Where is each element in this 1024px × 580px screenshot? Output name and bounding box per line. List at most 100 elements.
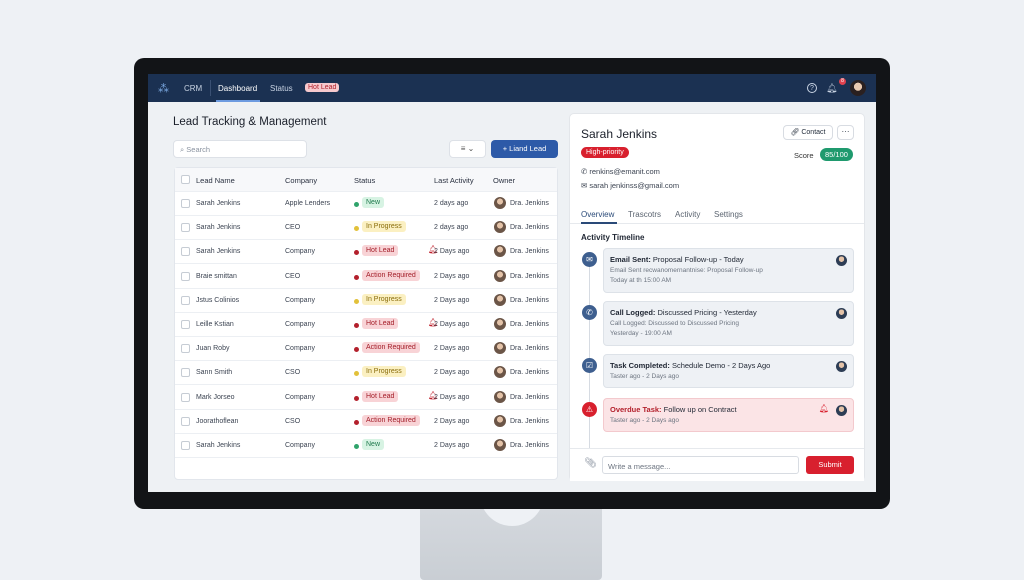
- owner: Dra. Jenkins: [510, 248, 549, 256]
- status-dot: [354, 371, 359, 377]
- row-checkbox[interactable]: [181, 320, 190, 329]
- status-badge: In Progress: [362, 293, 406, 305]
- status-dot: [354, 347, 359, 353]
- table-row[interactable]: Mark Jorseo Company Hot Lead 🔔︎ 2 Days a…: [175, 386, 557, 410]
- hot-lead-badge[interactable]: Hot Lead: [305, 83, 340, 92]
- bell-icon[interactable]: 🔔︎: [826, 83, 838, 93]
- table-row[interactable]: Braie smittan CEO Action Required 2 Days…: [175, 265, 557, 289]
- lead-name[interactable]: Jstus Colinios: [196, 296, 240, 304]
- nav-dashboard[interactable]: Dashboard: [218, 84, 258, 93]
- col-company[interactable]: Company: [285, 176, 318, 185]
- add-lead-button[interactable]: + Liand Lead: [491, 140, 558, 158]
- filter-button[interactable]: ≡ ⌄: [449, 140, 486, 158]
- lead-name[interactable]: Leille Kstian: [196, 321, 234, 328]
- phone-icon: ✆: [582, 305, 597, 320]
- lead-name[interactable]: Sarah Jenkins: [196, 200, 241, 207]
- owner: Dra. Jenkins: [510, 442, 549, 449]
- more-button[interactable]: ···: [837, 125, 854, 140]
- row-checkbox[interactable]: [181, 441, 190, 450]
- attach-icon[interactable]: 📎︎: [584, 458, 597, 469]
- owner-avatar: [494, 390, 506, 403]
- status-dot: [354, 202, 359, 207]
- row-checkbox[interactable]: [181, 199, 190, 208]
- tab-overview[interactable]: Overview: [581, 210, 615, 219]
- timeline-item[interactable]: Call Logged: Discussed Pricing - Yesterd…: [603, 301, 854, 346]
- timeline-item[interactable]: Task Completed: Schedule Demo - 2 Days A…: [603, 354, 854, 388]
- owner-avatar: [494, 318, 506, 330]
- col-owner[interactable]: Owner: [493, 176, 516, 185]
- table-row[interactable]: Sarah Jenkins Company New 2 Days ago Dra…: [175, 434, 557, 458]
- col-status[interactable]: Status: [354, 176, 376, 185]
- table-row[interactable]: Sann Smith CSO In Progress 2 Days ago Dr…: [175, 361, 557, 386]
- status-badge: Action Required: [362, 414, 420, 426]
- submit-button[interactable]: Submit: [806, 456, 854, 474]
- table-header: Lead Name Company Status Last Activity O…: [175, 168, 557, 192]
- company: Company: [285, 393, 315, 401]
- owner: Dra. Jenkins: [510, 200, 549, 207]
- table-row[interactable]: Sarah Jenkins CEO In Progress 2 days ago…: [175, 216, 557, 241]
- col-lead-name[interactable]: Lead Name: [196, 176, 235, 185]
- lead-name[interactable]: Sarah Jenkins: [196, 248, 241, 256]
- nav-status[interactable]: Status: [270, 84, 293, 93]
- timeline-item[interactable]: Overdue Task: Follow up on Contract Tast…: [603, 398, 854, 432]
- row-checkbox[interactable]: [181, 271, 190, 281]
- lead-name[interactable]: Juan Roby: [196, 345, 230, 353]
- owner: Dra. Jenkins: [510, 393, 549, 401]
- row-checkbox[interactable]: [181, 368, 190, 378]
- contact-button[interactable]: 🔗︎ Contact: [783, 125, 833, 140]
- table-row[interactable]: Leille Kstian Company Hot Lead 🔔︎ 2 Days…: [175, 313, 557, 337]
- table-row[interactable]: Jstus Colinios Company In Progress 2 Day…: [175, 289, 557, 313]
- row-checkbox[interactable]: [181, 223, 190, 233]
- row-checkbox[interactable]: [181, 295, 190, 305]
- search-input[interactable]: ⌕ Search: [173, 140, 307, 158]
- lead-name[interactable]: Sarah Jenkins: [196, 442, 241, 449]
- row-checkbox[interactable]: [181, 247, 190, 257]
- row-checkbox[interactable]: [181, 392, 190, 402]
- phone-value[interactable]: renkins@emanit.com: [589, 167, 660, 176]
- col-last-activity[interactable]: Last Activity: [434, 176, 474, 185]
- lead-name[interactable]: Braie smittan: [196, 272, 237, 280]
- last-activity: 2 Days ago: [434, 272, 470, 280]
- score-label: Score: [794, 151, 814, 160]
- row-checkbox[interactable]: [181, 416, 190, 426]
- timeline-item-detail: Call Logged: Discussed to Discussed Pric…: [610, 320, 739, 327]
- lead-name[interactable]: Sarah Jenkins: [196, 224, 241, 232]
- last-activity: 2 Days ago: [434, 393, 470, 401]
- table-row[interactable]: Sarah Jenkins Company Hot Lead 🔔︎ 2 Days…: [175, 240, 557, 265]
- timeline-item[interactable]: Email Sent: Proposal Follow-up - Today E…: [603, 248, 854, 293]
- lead-detail-panel: Sarah Jenkins 🔗︎ Contact ··· High-priori…: [569, 113, 865, 481]
- lead-name[interactable]: Joorathoflean: [196, 417, 239, 425]
- lead-name[interactable]: Mark Jorseo: [196, 393, 235, 401]
- owner: Dra. Jenkins: [510, 345, 549, 353]
- row-checkbox[interactable]: [181, 344, 190, 354]
- page-title: Lead Tracking & Management: [173, 116, 327, 128]
- tab-indicator: [581, 222, 617, 224]
- timeline-item-time: Taster ago - 2 Days ago: [610, 373, 680, 380]
- company: CEO: [285, 272, 301, 280]
- company: Company: [285, 321, 315, 328]
- email-icon: ✉: [582, 252, 597, 267]
- status-badge: In Progress: [362, 221, 406, 233]
- nav-crm[interactable]: CRM: [184, 84, 203, 93]
- timeline-item-detail: Email Sent recwanomernantnise: Proposal …: [610, 267, 763, 274]
- company: Company: [285, 345, 315, 353]
- email-value[interactable]: sarah jenkinss@gmail.com: [589, 181, 680, 190]
- owner-avatar: [494, 342, 506, 355]
- lead-name[interactable]: Sann Smith: [196, 369, 233, 377]
- message-input[interactable]: Write a message...: [602, 456, 799, 474]
- timeline-item-type: Task Completed:: [610, 361, 670, 370]
- search-icon: ⌕: [180, 145, 187, 154]
- company: CEO: [285, 224, 301, 232]
- table-row[interactable]: Joorathoflean CSO Action Required 2 Days…: [175, 410, 557, 434]
- table-row[interactable]: Juan Roby Company Action Required 2 Days…: [175, 337, 557, 362]
- company: Company: [285, 296, 315, 304]
- tab-activity[interactable]: Activity: [675, 210, 701, 219]
- tab-trascotrs[interactable]: Trascotrs: [628, 210, 662, 219]
- help-icon[interactable]: ?: [807, 83, 817, 93]
- phone-icon: ✆: [581, 167, 590, 176]
- tab-settings[interactable]: Settings: [714, 210, 743, 219]
- table-row[interactable]: Sarah Jenkins Apple Lenders New 2 days a…: [175, 192, 557, 216]
- select-all-checkbox[interactable]: [181, 175, 190, 184]
- user-avatar[interactable]: [850, 80, 866, 96]
- priority-badge: High-priority: [581, 147, 629, 158]
